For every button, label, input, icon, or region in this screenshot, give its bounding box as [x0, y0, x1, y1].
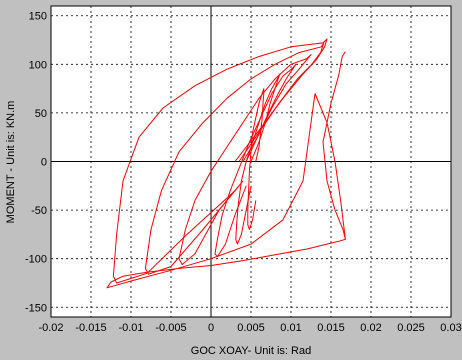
hysteresis-loop-7 [322, 51, 346, 240]
x-axis-label: GOC XOAY- Unit is: Rad [191, 345, 311, 357]
x-tick-label-2: -0.01 [118, 322, 143, 334]
x-tick-label-4: 0 [208, 322, 214, 334]
x-tick-label-5: 0.005 [237, 322, 265, 334]
x-tick-label-6: 0.01 [280, 322, 301, 334]
series-layer [106, 38, 346, 289]
hysteresis-loop-2 [214, 63, 297, 258]
y-tick-label-4: 50 [35, 108, 47, 120]
hysteresis-loop-3 [178, 54, 312, 265]
y-tick-label-6: 150 [29, 11, 47, 23]
y-tick-label-2: -50 [31, 205, 47, 217]
hysteresis-loop-5 [112, 38, 328, 284]
hysteresis-loop-1 [235, 73, 281, 245]
x-tick-label-10: 0.03 [440, 322, 461, 334]
x-tick-label-9: 0.025 [397, 322, 425, 334]
x-tick-label-3: -0.005 [155, 322, 186, 334]
x-tick-labels: -0.02 -0.015 -0.01 -0.005 0 0.005 0.01 0.015 0.0… [38, 322, 461, 334]
y-tick-label-3: 0 [41, 157, 47, 169]
hysteresis-loop-6 [106, 93, 346, 289]
x-tick-label-7: 0.015 [317, 322, 345, 334]
y-tick-label-1: -100 [25, 254, 47, 266]
y-tick-labels: -150 -100 -50 0 50 100 150 [25, 11, 47, 315]
x-tick-label-1: -0.015 [75, 322, 106, 334]
y-tick-label-5: 100 [29, 59, 47, 71]
hysteresis-loop-0 [247, 88, 265, 230]
y-axis-label: MOMENT - Unit is: KN.m [5, 101, 17, 224]
y-tick-label-0: -150 [25, 302, 47, 314]
x-tick-label-8: 0.02 [360, 322, 381, 334]
x-tick-label-0: -0.02 [38, 322, 63, 334]
